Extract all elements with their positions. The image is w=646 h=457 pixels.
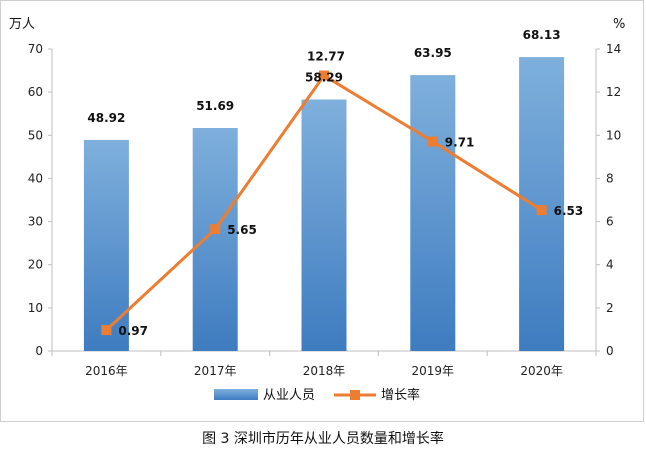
y-tick-label: 30 xyxy=(28,215,43,229)
x-tick-label: 2020年 xyxy=(520,364,563,378)
bar-value-label: 58.29 xyxy=(305,71,343,85)
bar xyxy=(410,75,456,351)
y2-tick-label: 10 xyxy=(606,128,621,142)
y-tick-label: 50 xyxy=(28,128,43,142)
rate-value-label: 0.97 xyxy=(118,324,148,338)
y-tick-label: 20 xyxy=(28,258,43,272)
bar-value-label: 68.13 xyxy=(523,28,561,42)
bar-value-label: 63.95 xyxy=(414,46,452,60)
rate-value-label: 9.71 xyxy=(445,136,475,150)
bars xyxy=(83,57,565,351)
y-tick-label: 40 xyxy=(28,171,43,185)
bar xyxy=(301,99,347,351)
rate-point xyxy=(319,70,329,81)
rate-value-label: 6.53 xyxy=(554,204,584,218)
bar xyxy=(83,139,129,351)
y2-tick-label: 2 xyxy=(606,301,614,315)
data-labels: 48.92 51.69 58.29 63.95 68.13 0.97 5.65 12.77 9.… xyxy=(87,28,583,338)
y2-tick-label: 8 xyxy=(606,171,614,185)
legend: 从业人员 增长率 xyxy=(214,387,420,403)
x-tick-label: 2018年 xyxy=(303,364,346,378)
legend-label-line: 增长率 xyxy=(381,387,420,403)
y2-tick-label: 0 xyxy=(606,344,614,358)
chart-svg: 万人 % 0 10 20 30 40 50 60 70 0 2 4 6 8 10 12 14 2016年 2017… xyxy=(9,17,625,403)
y-axis-label: 万人 xyxy=(9,17,35,32)
rate-value-label: 5.65 xyxy=(227,223,257,237)
y2-tick-label: 14 xyxy=(606,42,621,56)
y2-tick-label: 6 xyxy=(606,215,614,229)
y2-tick-label: 12 xyxy=(606,85,621,99)
x-tick-label: 2019年 xyxy=(412,364,455,378)
y2-tick-label: 4 xyxy=(606,258,614,272)
bar xyxy=(519,57,565,351)
bar-value-label: 48.92 xyxy=(87,111,125,125)
rate-point xyxy=(101,325,112,336)
bar xyxy=(192,127,238,351)
y-tick-label: 70 xyxy=(28,42,43,56)
x-tick-label: 2016年 xyxy=(85,364,128,378)
y-tick-label: 0 xyxy=(35,344,43,358)
chart-frame: 万人 % 0 10 20 30 40 50 60 70 0 2 4 6 8 10 12 14 2016年 2017… xyxy=(0,0,644,422)
bar-value-label: 51.69 xyxy=(196,99,234,113)
y-tick-label: 60 xyxy=(28,85,43,99)
rate-point xyxy=(536,205,547,216)
figure-caption: 图 3 深圳市历年从业人员数量和增长率 xyxy=(202,431,444,447)
legend-swatch-bar xyxy=(214,389,258,400)
y2-axis-label: % xyxy=(613,17,625,32)
x-tick-label: 2017年 xyxy=(194,364,237,378)
rate-value-label: 12.77 xyxy=(307,50,345,64)
legend-swatch-marker xyxy=(350,390,360,400)
legend-label-bar: 从业人员 xyxy=(263,388,315,403)
rate-line xyxy=(101,70,547,336)
axes: 0 10 20 30 40 50 60 70 0 2 4 6 8 10 12 14 2016年 2017年 2018… xyxy=(28,42,622,378)
y-tick-label: 10 xyxy=(28,301,43,315)
rate-point xyxy=(427,136,438,147)
rate-point xyxy=(210,224,221,235)
